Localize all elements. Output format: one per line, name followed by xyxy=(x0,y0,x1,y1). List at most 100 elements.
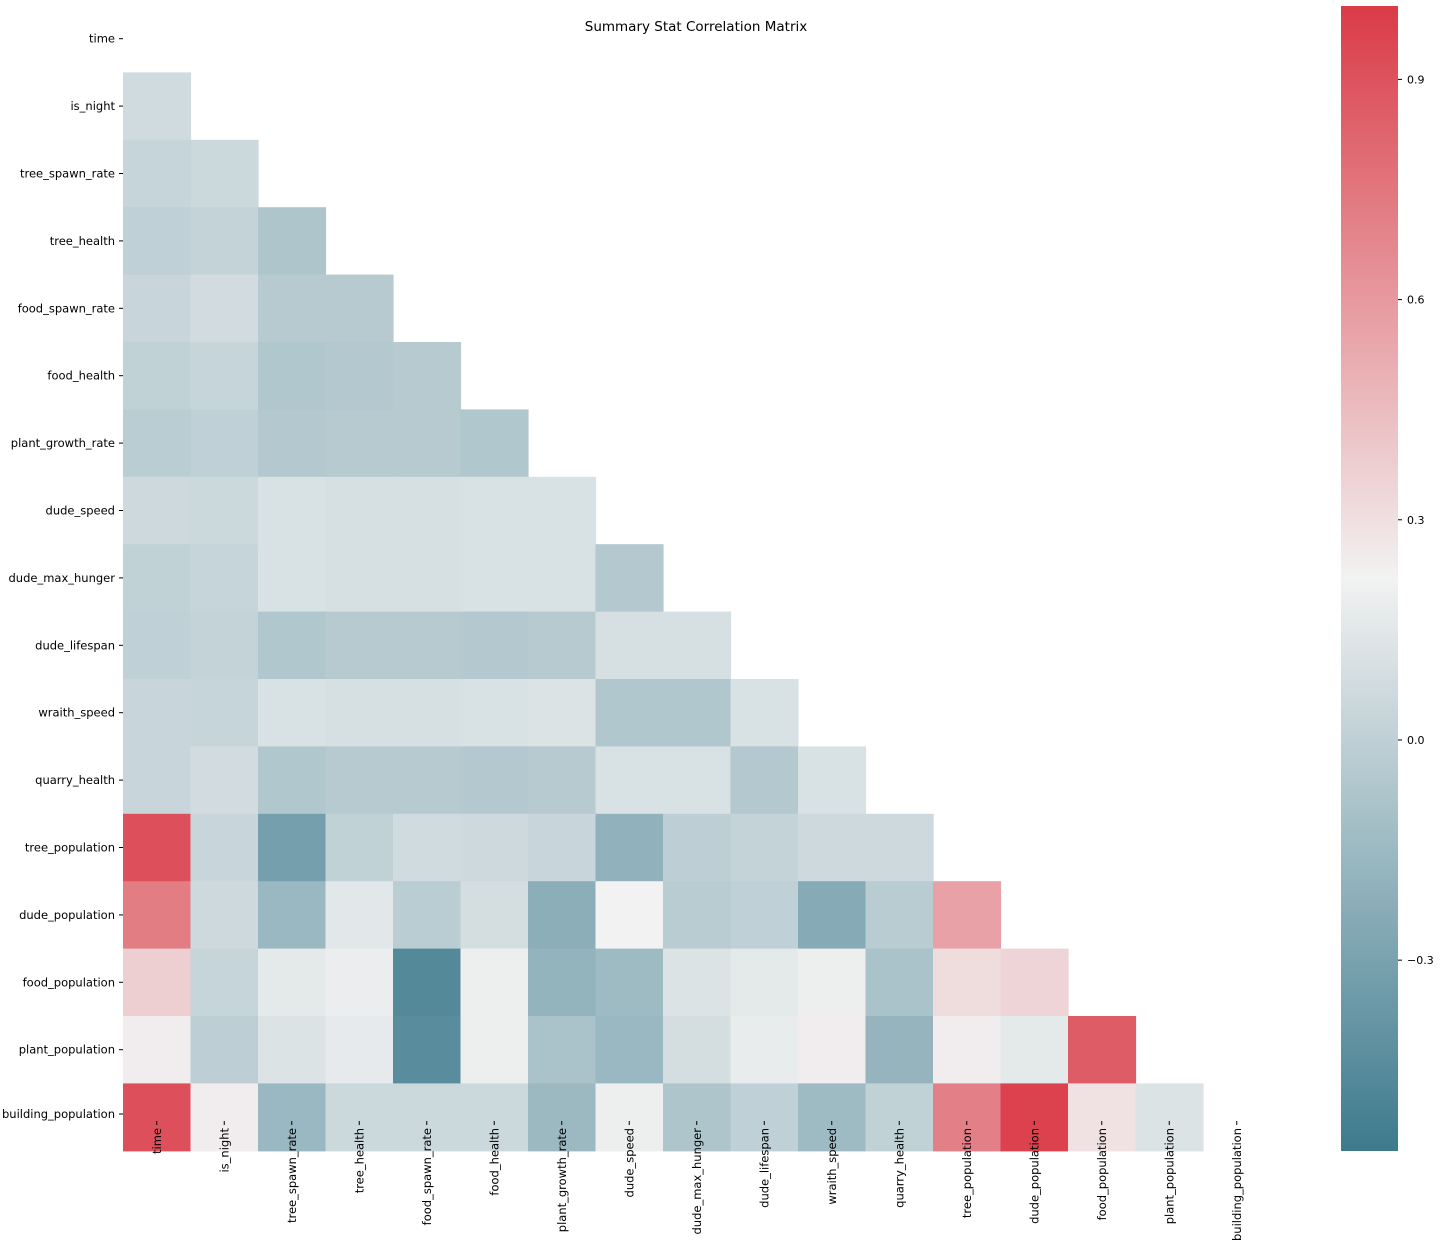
heatmap-cell xyxy=(798,948,867,1017)
heatmap-cell xyxy=(123,139,192,208)
heatmap-cell xyxy=(663,1083,732,1152)
heatmap-cell xyxy=(393,1083,462,1152)
heatmap-cell xyxy=(528,679,597,747)
y-tick-label: tree_population xyxy=(25,841,115,855)
heatmap-cell xyxy=(258,476,327,545)
heatmap-cell xyxy=(393,746,462,815)
chart-title: Summary Stat Correlation Matrix xyxy=(585,19,808,35)
heatmap-cell xyxy=(595,611,664,680)
heatmap-cell xyxy=(123,1016,192,1084)
heatmap-cell xyxy=(730,746,799,815)
y-tick-label: plant_population xyxy=(19,1043,115,1057)
heatmap-cell xyxy=(190,139,259,208)
heatmap-cell xyxy=(1068,1016,1137,1084)
x-tick-label: time xyxy=(150,1128,164,1154)
heatmap-cell xyxy=(190,274,259,343)
heatmap-cell xyxy=(528,1083,597,1152)
heatmap-cell xyxy=(123,207,192,276)
x-tick-label: tree_health xyxy=(352,1128,366,1193)
heatmap-cell xyxy=(528,476,597,545)
heatmap-cell xyxy=(730,1016,799,1084)
heatmap-cell xyxy=(190,881,259,950)
x-tick-label: is_night xyxy=(217,1128,231,1173)
heatmap-cell xyxy=(258,813,327,882)
heatmap-cell xyxy=(190,611,259,680)
heatmap-cell xyxy=(460,1083,529,1152)
heatmap-cells xyxy=(123,72,1204,1152)
heatmap-cell xyxy=(258,881,327,950)
heatmap-cell xyxy=(460,679,529,747)
x-tick-label: food_spawn_rate xyxy=(420,1128,434,1225)
x-tick-label: food_population xyxy=(1095,1128,1109,1220)
heatmap-cell xyxy=(190,207,259,276)
y-tick-label: quarry_health xyxy=(35,773,115,787)
y-tick-label: tree_spawn_rate xyxy=(20,167,115,181)
heatmap-cell xyxy=(190,544,259,613)
heatmap-cell xyxy=(595,813,664,882)
x-tick-label: food_health xyxy=(487,1128,501,1196)
heatmap-cell xyxy=(460,881,529,950)
heatmap-cell xyxy=(663,813,732,882)
heatmap-cell xyxy=(595,1083,664,1152)
heatmap-cell xyxy=(325,948,394,1017)
heatmap-cell xyxy=(258,409,327,478)
heatmap-cell xyxy=(190,813,259,882)
heatmap-cell xyxy=(258,948,327,1017)
heatmap-cell xyxy=(393,544,462,613)
heatmap-cell xyxy=(123,611,192,680)
heatmap-cell xyxy=(730,948,799,1017)
heatmap-cell xyxy=(528,544,597,613)
heatmap-cell xyxy=(325,409,394,478)
heatmap-cell xyxy=(123,1083,192,1152)
heatmap-cell xyxy=(730,813,799,882)
heatmap-cell xyxy=(325,813,394,882)
heatmap-cell xyxy=(393,409,462,478)
colorbar-tick-label: 0.6 xyxy=(1407,294,1425,307)
y-tick-label: wraith_speed xyxy=(38,706,115,720)
heatmap-cell xyxy=(190,409,259,478)
x-tick-label: building_population xyxy=(1230,1128,1244,1241)
heatmap-cell xyxy=(1000,1016,1069,1084)
heatmap-cell xyxy=(865,1083,934,1152)
heatmap-cell xyxy=(123,679,192,747)
heatmap-cell xyxy=(258,207,327,276)
heatmap-cell xyxy=(798,1083,867,1152)
heatmap-cell xyxy=(258,274,327,343)
x-tick-label: dude_speed xyxy=(622,1128,636,1197)
x-tick-label: dude_population xyxy=(1027,1128,1041,1224)
y-tick-label: building_population xyxy=(2,1107,115,1121)
heatmap-cell xyxy=(190,746,259,815)
heatmap-cell xyxy=(730,1083,799,1152)
heatmap-cell xyxy=(123,746,192,815)
heatmap-cell xyxy=(1068,1083,1137,1152)
heatmap-cell xyxy=(460,409,529,478)
heatmap-cell xyxy=(393,679,462,747)
heatmap-cell xyxy=(190,476,259,545)
heatmap-cell xyxy=(933,881,1002,950)
colorbar-tick-label: 0.9 xyxy=(1407,73,1425,86)
y-tick-label: food_health xyxy=(47,369,115,383)
heatmap-cell xyxy=(123,274,192,343)
heatmap-cell xyxy=(460,813,529,882)
y-tick-label: plant_growth_rate xyxy=(11,436,115,450)
y-tick-label: food_spawn_rate xyxy=(18,301,115,315)
heatmap-cell xyxy=(325,679,394,747)
x-tick-label: dude_max_hunger xyxy=(690,1128,704,1235)
y-tick-label: tree_health xyxy=(50,234,115,248)
heatmap-cell xyxy=(730,679,799,747)
heatmap-cell xyxy=(460,746,529,815)
x-tick-label: dude_lifespan xyxy=(757,1128,771,1208)
heatmap-cell xyxy=(798,1016,867,1084)
heatmap-cell xyxy=(123,342,192,410)
heatmap-cell xyxy=(1135,1083,1204,1152)
x-tick-label: wraith_speed xyxy=(825,1128,839,1205)
heatmap-cell xyxy=(325,1083,394,1152)
heatmap-cell xyxy=(393,948,462,1017)
x-tick-label: plant_population xyxy=(1162,1128,1176,1224)
x-tick-label: plant_growth_rate xyxy=(555,1128,569,1232)
y-tick-label: dude_max_hunger xyxy=(9,571,116,585)
y-tick-label: dude_lifespan xyxy=(35,638,115,652)
heatmap-cell xyxy=(258,679,327,747)
heatmap-cell xyxy=(190,342,259,410)
heatmap-cell xyxy=(460,544,529,613)
